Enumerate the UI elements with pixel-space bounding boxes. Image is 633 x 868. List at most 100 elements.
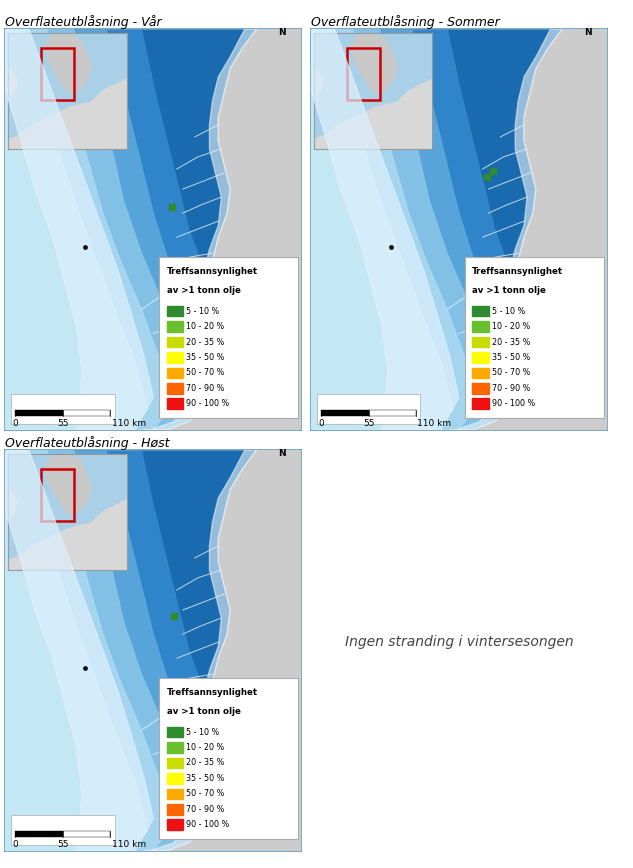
Text: N: N bbox=[584, 28, 592, 36]
Polygon shape bbox=[311, 29, 542, 430]
Text: 110 km: 110 km bbox=[417, 419, 451, 428]
Bar bbox=[166, 306, 183, 317]
Text: 110 km: 110 km bbox=[111, 840, 146, 849]
Bar bbox=[166, 788, 183, 799]
Text: 70 - 90 %: 70 - 90 % bbox=[185, 805, 224, 814]
Bar bbox=[166, 773, 183, 784]
Text: 90 - 100 %: 90 - 100 % bbox=[185, 820, 229, 829]
Bar bbox=[316, 393, 420, 424]
Text: 0: 0 bbox=[318, 419, 324, 428]
Bar bbox=[321, 410, 368, 416]
Text: Treffsannsynlighet: Treffsannsynlighet bbox=[472, 267, 563, 276]
Text: N: N bbox=[279, 28, 286, 36]
Text: av >1 tonn olje: av >1 tonn olje bbox=[166, 286, 241, 295]
Text: 110 km: 110 km bbox=[111, 419, 146, 428]
Text: Treffsannsynlighet: Treffsannsynlighet bbox=[166, 688, 258, 697]
Text: Treffsannsynlighet: Treffsannsynlighet bbox=[166, 267, 258, 276]
Text: 35 - 50 %: 35 - 50 % bbox=[491, 353, 530, 362]
Bar bbox=[63, 410, 110, 416]
Polygon shape bbox=[5, 29, 171, 430]
Bar bbox=[472, 383, 489, 394]
Polygon shape bbox=[311, 29, 506, 430]
Polygon shape bbox=[5, 450, 236, 851]
Text: 70 - 90 %: 70 - 90 % bbox=[185, 384, 224, 393]
Text: Overflateutblåsning - Høst: Overflateutblåsning - Høst bbox=[5, 436, 170, 450]
Bar bbox=[63, 831, 110, 837]
Text: 35 - 50 %: 35 - 50 % bbox=[185, 353, 224, 362]
Polygon shape bbox=[5, 29, 201, 430]
Bar bbox=[11, 393, 115, 424]
Polygon shape bbox=[5, 29, 266, 430]
Polygon shape bbox=[144, 29, 301, 430]
Polygon shape bbox=[5, 450, 201, 851]
Text: N: N bbox=[279, 449, 286, 457]
Text: 0: 0 bbox=[13, 419, 18, 428]
Text: 20 - 35 %: 20 - 35 % bbox=[491, 338, 530, 346]
Text: 55: 55 bbox=[363, 419, 374, 428]
Bar bbox=[166, 742, 183, 753]
FancyBboxPatch shape bbox=[159, 257, 298, 418]
Polygon shape bbox=[5, 29, 236, 430]
FancyBboxPatch shape bbox=[465, 257, 604, 418]
Bar bbox=[472, 337, 489, 347]
Text: 10 - 20 %: 10 - 20 % bbox=[185, 743, 224, 752]
Polygon shape bbox=[5, 29, 153, 430]
Text: 20 - 35 %: 20 - 35 % bbox=[185, 338, 224, 346]
Text: Ingen stranding i vintersesongen: Ingen stranding i vintersesongen bbox=[344, 635, 573, 649]
Bar bbox=[166, 321, 183, 332]
Polygon shape bbox=[450, 29, 563, 430]
Bar bbox=[472, 306, 489, 317]
Polygon shape bbox=[311, 29, 477, 430]
Polygon shape bbox=[311, 29, 453, 430]
Bar bbox=[166, 398, 183, 410]
Polygon shape bbox=[144, 29, 257, 430]
Text: 70 - 90 %: 70 - 90 % bbox=[491, 384, 530, 393]
Polygon shape bbox=[450, 29, 607, 430]
Text: 50 - 70 %: 50 - 70 % bbox=[491, 368, 530, 378]
Bar bbox=[166, 383, 183, 394]
Polygon shape bbox=[144, 450, 301, 851]
Polygon shape bbox=[5, 29, 147, 430]
Polygon shape bbox=[5, 450, 266, 851]
Text: 0: 0 bbox=[13, 840, 18, 849]
Polygon shape bbox=[5, 450, 147, 851]
Bar bbox=[472, 321, 489, 332]
Text: av >1 tonn olje: av >1 tonn olje bbox=[472, 286, 546, 295]
Text: 90 - 100 %: 90 - 100 % bbox=[185, 399, 229, 408]
Polygon shape bbox=[5, 450, 153, 851]
Text: 20 - 35 %: 20 - 35 % bbox=[185, 759, 224, 767]
Bar bbox=[166, 819, 183, 831]
Bar bbox=[472, 352, 489, 363]
Polygon shape bbox=[144, 450, 257, 851]
Text: 10 - 20 %: 10 - 20 % bbox=[185, 322, 224, 331]
Text: 55: 55 bbox=[57, 840, 68, 849]
Bar bbox=[11, 814, 115, 845]
Bar bbox=[15, 410, 63, 416]
Bar bbox=[472, 367, 489, 378]
Text: av >1 tonn olje: av >1 tonn olje bbox=[166, 707, 241, 716]
Text: 10 - 20 %: 10 - 20 % bbox=[491, 322, 530, 331]
Bar bbox=[166, 352, 183, 363]
Text: 50 - 70 %: 50 - 70 % bbox=[185, 789, 224, 799]
Bar bbox=[166, 337, 183, 347]
Polygon shape bbox=[311, 29, 459, 430]
Text: 55: 55 bbox=[57, 419, 68, 428]
Bar bbox=[368, 410, 416, 416]
Text: 5 - 10 %: 5 - 10 % bbox=[491, 306, 525, 316]
Text: Overflateutblåsning - Sommer: Overflateutblåsning - Sommer bbox=[311, 15, 499, 29]
Bar bbox=[15, 831, 63, 837]
Bar bbox=[166, 804, 183, 815]
Polygon shape bbox=[311, 29, 572, 430]
Polygon shape bbox=[5, 450, 171, 851]
Text: 5 - 10 %: 5 - 10 % bbox=[185, 727, 219, 737]
Text: 5 - 10 %: 5 - 10 % bbox=[185, 306, 219, 316]
Text: 50 - 70 %: 50 - 70 % bbox=[185, 368, 224, 378]
FancyBboxPatch shape bbox=[159, 678, 298, 838]
Text: Overflateutblåsning - Vår: Overflateutblåsning - Vår bbox=[5, 15, 161, 29]
Bar bbox=[166, 727, 183, 738]
Text: 90 - 100 %: 90 - 100 % bbox=[491, 399, 535, 408]
Text: 35 - 50 %: 35 - 50 % bbox=[185, 774, 224, 783]
Bar bbox=[166, 758, 183, 768]
Bar bbox=[472, 398, 489, 410]
Bar bbox=[166, 367, 183, 378]
